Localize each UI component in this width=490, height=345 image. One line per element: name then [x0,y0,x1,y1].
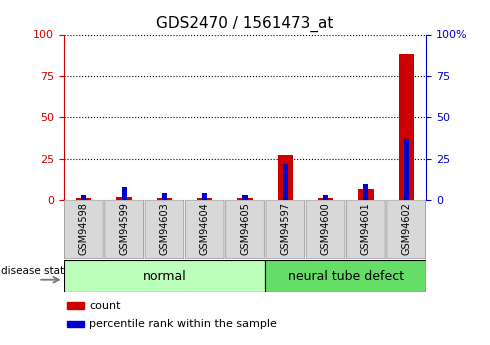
Bar [117,197,132,200]
FancyBboxPatch shape [226,200,264,259]
Text: GSM94598: GSM94598 [79,203,89,255]
Text: count: count [89,301,121,311]
Text: GSM94602: GSM94602 [401,203,411,255]
Bar [358,188,373,200]
Bar [67,302,84,309]
Text: GSM94599: GSM94599 [119,203,129,255]
Bar [81,195,86,200]
Bar [64,260,265,292]
Title: GDS2470 / 1561473_at: GDS2470 / 1561473_at [156,16,334,32]
Text: GSM94603: GSM94603 [159,203,170,255]
FancyBboxPatch shape [387,200,425,259]
FancyBboxPatch shape [346,200,385,259]
FancyBboxPatch shape [185,200,224,259]
Text: GSM94605: GSM94605 [240,203,250,255]
Bar [283,164,288,200]
Bar [265,260,426,292]
Bar [278,155,293,200]
Bar [363,184,368,200]
Text: GSM94600: GSM94600 [320,203,331,255]
FancyBboxPatch shape [266,200,305,259]
FancyBboxPatch shape [145,200,184,259]
Bar [318,198,333,200]
Text: normal: normal [143,269,186,283]
Text: GSM94601: GSM94601 [361,203,371,255]
Text: disease state: disease state [1,266,71,276]
Bar [237,198,253,200]
FancyBboxPatch shape [306,200,345,259]
Bar [122,187,127,200]
Text: GSM94597: GSM94597 [280,203,290,255]
Bar [162,194,167,200]
FancyBboxPatch shape [65,200,103,259]
Bar [197,198,212,200]
Bar [67,321,84,327]
Text: GSM94604: GSM94604 [200,203,210,255]
Text: neural tube defect: neural tube defect [288,269,404,283]
Text: percentile rank within the sample: percentile rank within the sample [89,319,277,329]
Bar [202,194,207,200]
Bar [323,195,328,200]
Bar [404,139,409,200]
Bar [243,195,247,200]
Bar [76,198,92,200]
Bar [398,55,414,200]
FancyBboxPatch shape [105,200,144,259]
Bar [157,198,172,200]
